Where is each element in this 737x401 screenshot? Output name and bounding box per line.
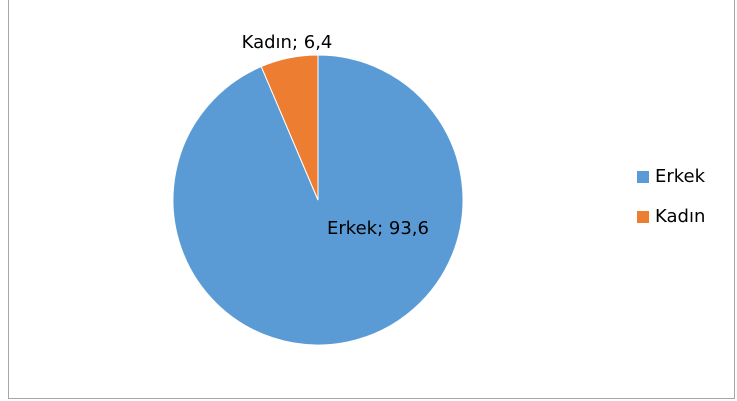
data-label: Erkek; 93,6 — [327, 218, 429, 239]
legend-label: Erkek — [655, 166, 706, 187]
data-label: Kadın; 6,4 — [242, 32, 333, 53]
pie-slice — [260, 54, 319, 201]
legend-swatch — [637, 211, 649, 223]
legend-swatch — [637, 171, 649, 183]
legend-label: Kadın — [655, 206, 705, 227]
